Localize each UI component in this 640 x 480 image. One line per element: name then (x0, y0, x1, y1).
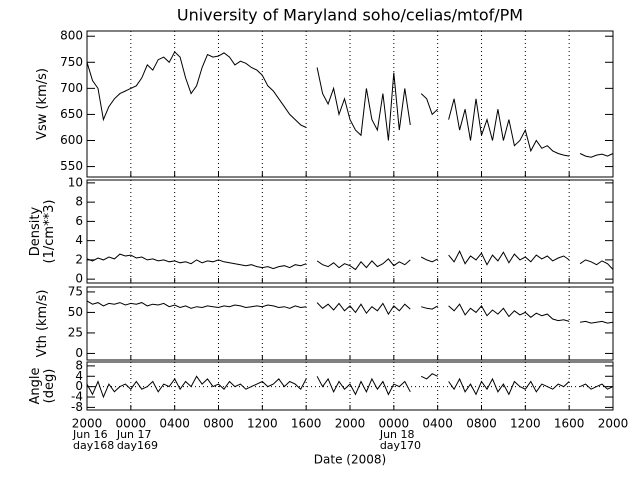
x-tick-label: 2000 (72, 417, 103, 431)
chart-title: University of Maryland soho/celias/mtof/… (177, 6, 523, 25)
y-tick-label: 650 (60, 107, 83, 121)
x-tick-label: 0800 (203, 417, 234, 431)
y-tick-label: 10 (68, 175, 83, 189)
x-tick-label: 2000 (335, 417, 366, 431)
y-tick-label: 75 (68, 284, 83, 298)
y-tick-label: -8 (71, 400, 83, 414)
x-tick-label: 1600 (291, 417, 322, 431)
y-tick-label: 50 (68, 305, 83, 319)
data-line (86, 373, 614, 399)
data-line (86, 300, 614, 324)
y-axis-label: Vsw (km/s) (35, 68, 50, 140)
date-label: day170 (380, 439, 421, 452)
y-tick-label: 6 (75, 214, 83, 228)
x-tick-label: 1200 (247, 417, 278, 431)
y-axis-label-line: Vsw (km/s) (35, 68, 50, 140)
y-tick-label: 800 (60, 29, 83, 43)
y-axis-label: Angle(deg) (28, 368, 57, 405)
y-axis-label-line: (1/cm**3) (42, 200, 57, 264)
y-tick-label: 0 (75, 346, 83, 360)
x-tick-label: 2000 (598, 417, 629, 431)
x-tick-label: 0800 (466, 417, 497, 431)
y-axis-label-line: Vth (km/s) (35, 290, 50, 358)
date-label: Jun 17 (116, 428, 152, 441)
y-axis-label: Density(1/cm**3) (28, 200, 57, 264)
date-label: day169 (117, 439, 158, 452)
data-line (86, 51, 614, 158)
y-tick-label: 4 (75, 233, 83, 247)
date-label: Jun 16 (72, 428, 108, 441)
y-tick-label: 700 (60, 81, 83, 95)
y-axis-label-line: (deg) (42, 369, 57, 404)
y-axis-label-line: Density (28, 206, 43, 256)
y-tick-label: 2 (75, 252, 83, 266)
y-tick-label: 8 (75, 195, 83, 209)
y-tick-label: 0 (75, 379, 83, 393)
y-tick-label: -4 (71, 390, 83, 404)
x-tick-label: 0400 (159, 417, 190, 431)
y-tick-label: 600 (60, 133, 83, 147)
data-line (86, 250, 614, 271)
x-tick-label: 1600 (554, 417, 585, 431)
date-label: day168 (73, 439, 114, 452)
x-tick-label: 0000 (116, 417, 147, 431)
x-tick-label: 1200 (510, 417, 541, 431)
x-tick-label: 0000 (379, 417, 410, 431)
y-tick-label: 550 (60, 159, 83, 173)
y-tick-label: 750 (60, 55, 83, 69)
x-tick-label: 0400 (422, 417, 453, 431)
panel-frame (86, 179, 614, 284)
y-tick-label: 0 (75, 272, 83, 286)
date-label: Jun 18 (379, 428, 415, 441)
y-tick-label: 25 (68, 325, 83, 339)
y-axis-label-line: Angle (28, 368, 43, 405)
y-tick-label: 4 (75, 369, 83, 383)
y-tick-label: 8 (75, 358, 83, 372)
x-axis-label: Date (2008) (314, 453, 386, 467)
y-axis-label: Vth (km/s) (35, 290, 50, 358)
